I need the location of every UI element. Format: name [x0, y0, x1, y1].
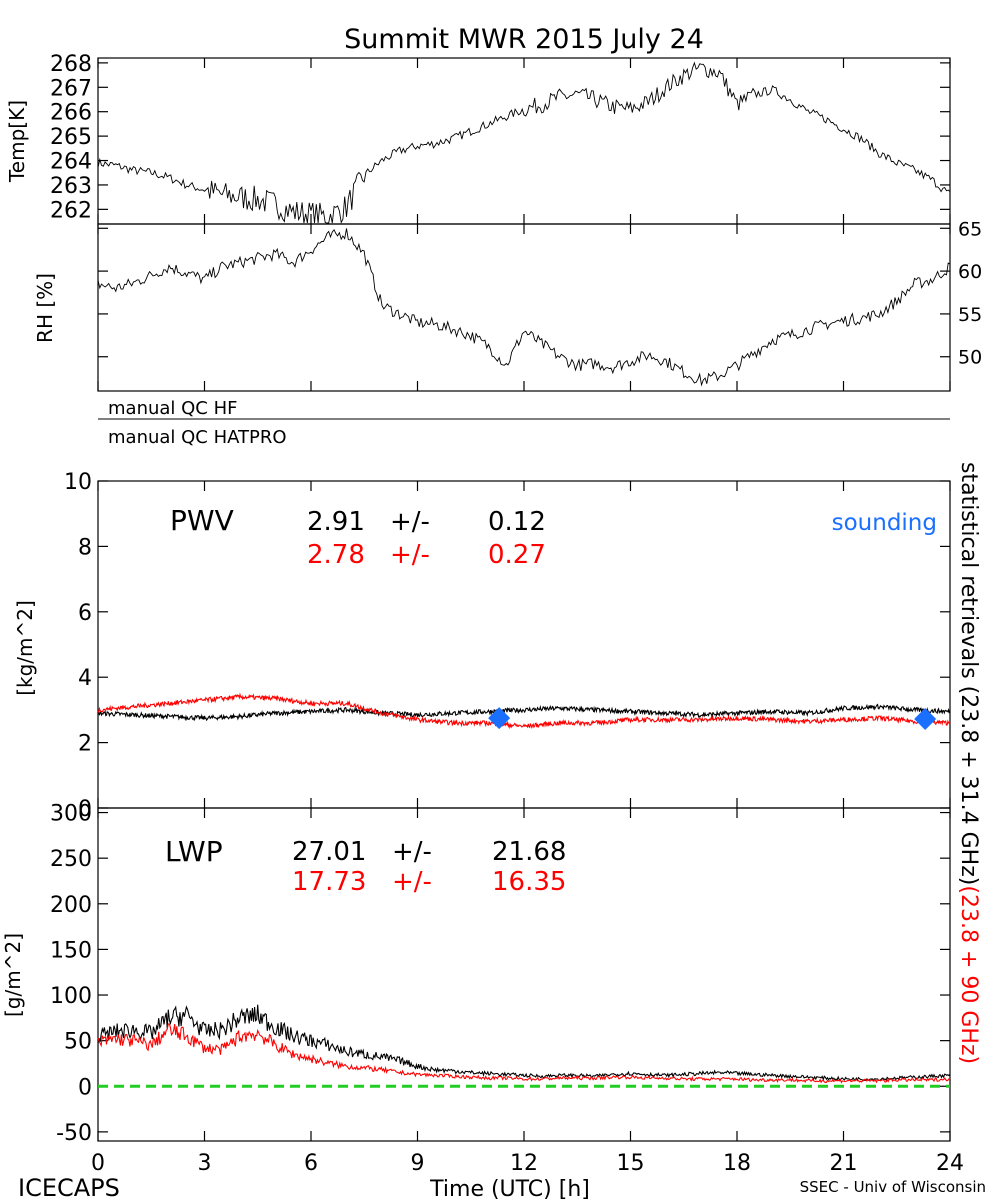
x-tick-label: 3 — [198, 1151, 212, 1176]
x-tick-label: 0 — [91, 1151, 105, 1176]
y-tick-label: 10 — [64, 470, 92, 495]
y-tick-label: 200 — [50, 893, 92, 918]
y-tick-label: 50 — [958, 347, 982, 369]
sounding-legend: sounding — [832, 510, 937, 536]
sounding-marker — [488, 707, 511, 730]
y-tick-label: 264 — [50, 150, 92, 175]
qc-label-hf: manual QC HF — [108, 398, 237, 419]
lwp-stat-black-sd: 21.68 — [492, 837, 566, 867]
rh-panel: 50 55 60 65 RH [%] — [33, 218, 982, 392]
temperature-plot-frame — [97, 57, 951, 225]
rh-y-label: RH [%] — [33, 273, 57, 343]
red-series-line — [97, 692, 951, 730]
y-tick-label: 150 — [50, 938, 92, 963]
y-tick-label: 100 — [50, 984, 92, 1009]
rh-plot-frame — [97, 223, 951, 392]
footer-left: ICECAPS — [18, 1174, 120, 1200]
rh-series — [97, 228, 951, 387]
right-label-red: (23.8 + 90 GHz) — [956, 885, 981, 1064]
y-tick-label: 250 — [50, 847, 92, 872]
x-tick-label: 6 — [304, 1151, 318, 1176]
y-tick-label: 266 — [50, 101, 92, 126]
qc-strip: manual QC HF manual QC HATPRO — [98, 398, 950, 448]
sounding-marker — [914, 708, 937, 731]
x-tick-label: 15 — [617, 1151, 645, 1176]
pwv-y-label: [kg/m^2] — [13, 600, 37, 696]
x-tick-label: 21 — [830, 1151, 858, 1176]
lwp-y-label: [g/m^2] — [1, 933, 25, 1017]
lwp-y-axis: -50 0 50 100 150 200 250 300 — [50, 802, 950, 1146]
footer-right: SSEC - Univ of Wisconsin — [800, 1178, 986, 1196]
y-tick-label: 300 — [50, 802, 92, 827]
y-tick-label: 2 — [78, 732, 92, 757]
pwv-stat-black-mean: 2.91 — [307, 507, 365, 537]
y-tick-label: 6 — [78, 601, 92, 626]
y-tick-label: 267 — [50, 76, 92, 101]
right-label-black: statistical retrievals (23.8 + 31.4 GHz) — [956, 462, 981, 885]
pwv-stat-black-sd: 0.12 — [488, 507, 546, 537]
y-tick-label: 65 — [958, 218, 982, 240]
x-tick-label: 18 — [723, 1151, 751, 1176]
pwv-y-axis: 0 2 4 6 8 10 — [64, 470, 950, 822]
y-tick-label: 60 — [958, 261, 982, 283]
qc-label-hatpro: manual QC HATPRO — [108, 427, 287, 448]
black-series-line — [97, 61, 951, 224]
black-series-line — [97, 703, 951, 722]
svg-text:statistical retrievals (23.8 +: statistical retrievals (23.8 + 31.4 GHz)… — [956, 462, 981, 1064]
x-tick-label: 9 — [411, 1151, 425, 1176]
lwp-stat-red-mean: 17.73 — [292, 867, 366, 897]
pwv-stat-red-pm: +/- — [390, 540, 430, 570]
x-tick-label: 24 — [936, 1151, 964, 1176]
y-tick-label: 0 — [78, 1075, 92, 1100]
x-axis-label: Time (UTC) [h] — [429, 1177, 590, 1200]
pwv-panel-label: PWV — [170, 504, 234, 537]
y-tick-label: 262 — [50, 198, 92, 223]
figure-title: Summit MWR 2015 July 24 — [344, 24, 704, 55]
lwp-series — [97, 1004, 951, 1088]
pwv-stat-black-pm: +/- — [390, 507, 430, 537]
y-tick-label: 50 — [64, 1030, 92, 1055]
right-side-labels: statistical retrievals (23.8 + 31.4 GHz)… — [956, 462, 981, 1064]
y-tick-label: -50 — [56, 1121, 92, 1146]
y-tick-label: 55 — [958, 304, 982, 326]
y-tick-label: 265 — [50, 125, 92, 150]
black-series-line — [97, 1004, 951, 1082]
rh-y-axis: 50 55 60 65 — [98, 218, 982, 369]
temperature-y-label: Temp[K] — [5, 100, 29, 183]
pwv-stat-red-mean: 2.78 — [307, 540, 365, 570]
y-tick-label: 263 — [50, 174, 92, 199]
lwp-stat-red-pm: +/- — [392, 867, 432, 897]
lwp-stat-black-mean: 27.01 — [292, 837, 366, 867]
y-tick-label: 0 — [78, 797, 92, 822]
x-tick-label: 12 — [510, 1151, 538, 1176]
lwp-panel-label: LWP — [165, 835, 223, 868]
y-tick-label: 268 — [50, 52, 92, 77]
y-tick-label: 4 — [78, 666, 92, 691]
pwv-stat-red-sd: 0.27 — [488, 540, 546, 570]
black-series-line — [97, 228, 951, 387]
red-series-line — [97, 1023, 951, 1084]
lwp-stat-black-pm: +/- — [392, 837, 432, 867]
y-tick-label: 8 — [78, 535, 92, 560]
pwv-series — [97, 692, 951, 731]
temperature-series — [97, 61, 951, 224]
time-x-axis: 0 3 6 9 12 15 18 21 24 — [91, 58, 964, 1176]
lwp-stat-red-sd: 16.35 — [492, 867, 566, 897]
